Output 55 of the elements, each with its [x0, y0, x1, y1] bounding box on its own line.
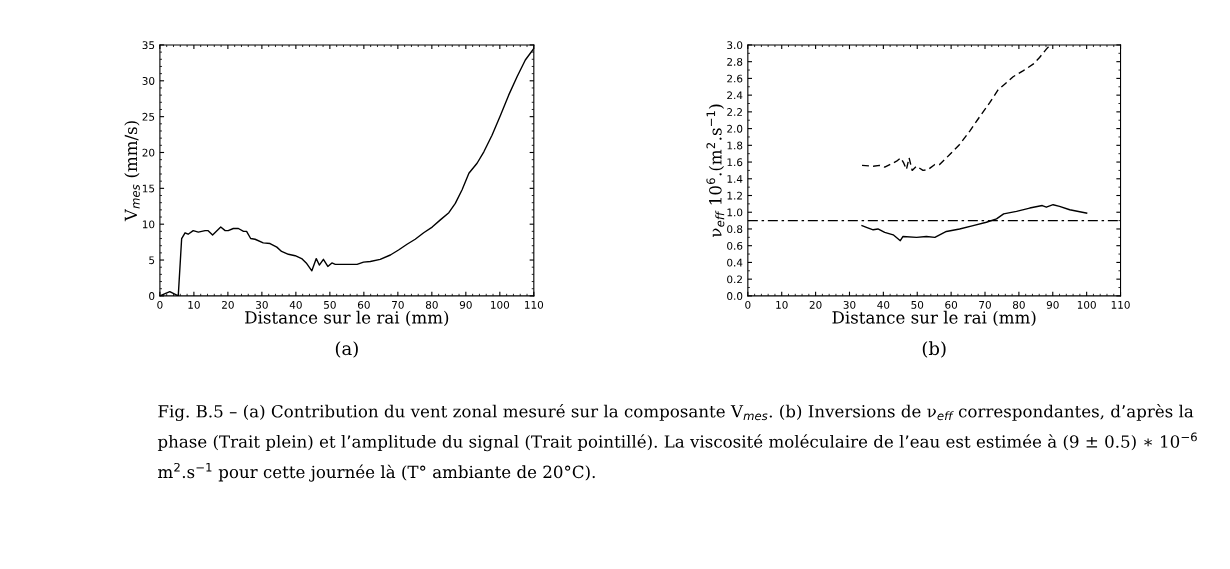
x-tick-label: 90 — [459, 300, 472, 309]
y-tick-label: 2.2 — [727, 108, 742, 116]
y-tick-label: 1.8 — [727, 141, 743, 150]
x-tick-label: 0 — [157, 300, 163, 309]
y-tick-label: 1.2 — [727, 191, 742, 200]
y-tick-label: 0.4 — [727, 258, 743, 267]
x-tick-label: 10 — [188, 300, 200, 309]
x-tick-label: 60 — [357, 300, 370, 309]
y-tick-label: 1.0 — [727, 208, 743, 217]
y-tick-label: 1.6 — [727, 158, 743, 167]
x-tick-label: 110 — [1111, 300, 1130, 309]
y-tick-label: 20 — [142, 148, 155, 157]
y-tick-label: 1.4 — [727, 175, 743, 183]
x-tick-label: 70 — [392, 300, 404, 309]
y-tick-label: 15 — [142, 184, 155, 193]
x-tick-label: 80 — [425, 300, 438, 309]
x-tick-label: 50 — [324, 300, 336, 309]
text: (a) — [335, 341, 358, 358]
x-tick-label: 90 — [1046, 300, 1059, 309]
x-axis-title: Distance sur le rai (mm) — [832, 310, 1036, 327]
y-tick-label: 10 — [142, 220, 155, 229]
x-tick-label: 0 — [745, 300, 751, 309]
x-tick-label: 110 — [525, 300, 544, 309]
x-tick-label: 20 — [222, 300, 234, 309]
y-tick-label: 35 — [142, 41, 155, 50]
y-tick-label: 2.6 — [727, 74, 743, 83]
x-tick-label: 60 — [945, 300, 958, 309]
y-tick-label: 25 — [142, 112, 155, 121]
text: ν$_{eff}$ 10$^{6}$.(m$^{2}$.s$^{−1}$) — [706, 104, 725, 238]
text: (b) — [922, 341, 946, 358]
y-tick-label: 2.0 — [727, 124, 743, 133]
x-tick-label: 70 — [979, 300, 991, 309]
x-tick-label: 40 — [289, 300, 302, 309]
y-tick-label: 0.0 — [727, 292, 743, 300]
text: Fig. B.5 – (a) Contribution du vent zonal mesuré sur la composante V$_{mes}$. (b) Inversions de ν$_{eff}$ correspondantes, d’après la phase (Trait plein) et l’amplitude du signal (Trait pointillé). La viscosité moléculaire de l’eau est estimée à (9 ± 0.5) ∗ 10$^{−6}$ m$^{2}$.s$^{−1}$ pour cette journée là (T° ambiante de 20°C). — [157, 403, 1197, 482]
y-tick-label: 5 — [149, 256, 155, 265]
y-tick-label: 0 — [149, 292, 155, 300]
x-axis-title: Distance sur le rai (mm) — [245, 310, 449, 327]
y-tick-label: 30 — [142, 77, 155, 85]
x-tick-label: 20 — [809, 300, 822, 309]
y-tick-label: 2.8 — [727, 57, 743, 66]
x-tick-label: 80 — [1012, 300, 1025, 309]
x-tick-label: 100 — [1077, 300, 1096, 309]
y-tick-label: 0.2 — [727, 275, 742, 284]
y-tick-label: 2.4 — [727, 91, 743, 100]
y-tick-label: 0.6 — [727, 241, 743, 250]
x-tick-label: 50 — [911, 300, 924, 309]
y-tick-label: 3.0 — [727, 41, 743, 50]
x-tick-label: 30 — [843, 300, 856, 309]
x-tick-label: 30 — [256, 300, 268, 309]
y-tick-label: 0.8 — [727, 225, 743, 234]
x-tick-label: 40 — [877, 300, 890, 309]
y-axis-title: V$_{mes}$ (mm/s) — [124, 121, 140, 222]
x-tick-label: 100 — [491, 300, 510, 309]
x-tick-label: 10 — [776, 300, 788, 309]
